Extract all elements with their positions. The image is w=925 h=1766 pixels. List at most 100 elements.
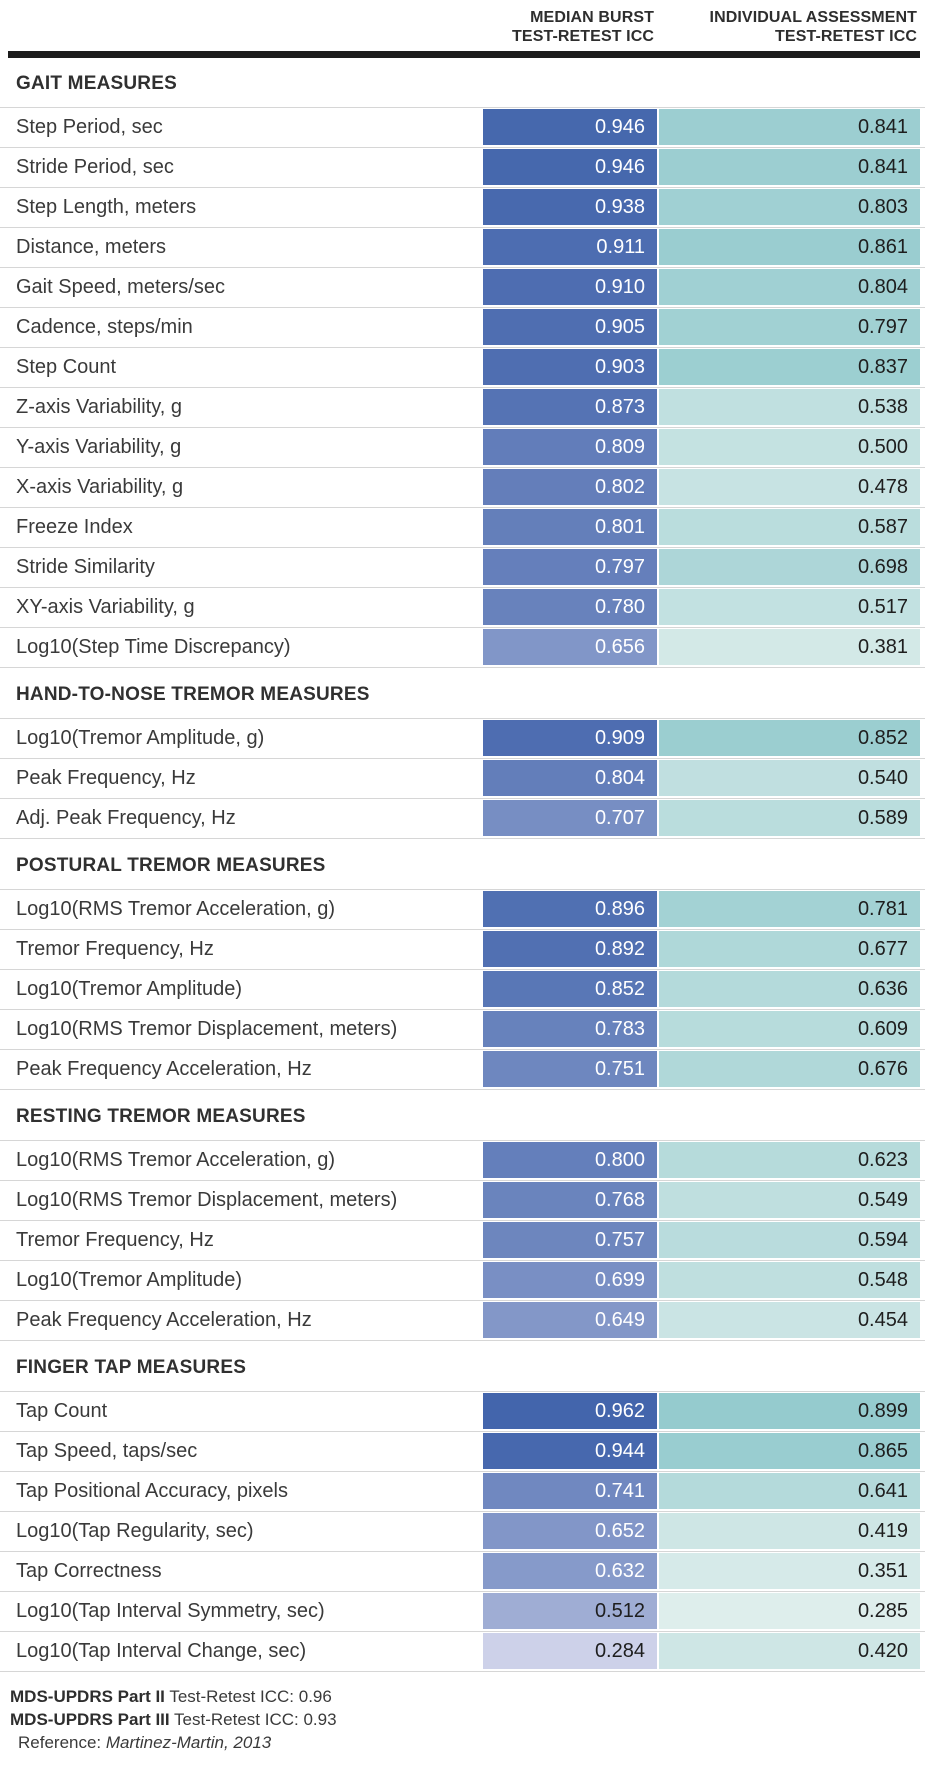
individual-assessment-icc-cell: 0.841 bbox=[657, 149, 920, 185]
row-label: Log10(Tremor Amplitude, g) bbox=[16, 727, 265, 749]
row-label: Log10(RMS Tremor Displacement, meters) bbox=[16, 1189, 398, 1211]
median-burst-icc-cell: 0.852 bbox=[483, 971, 657, 1007]
individual-assessment-icc-cell: 0.676 bbox=[657, 1051, 920, 1087]
median-burst-icc-cell: 0.768 bbox=[483, 1182, 657, 1218]
row-label: Tap Positional Accuracy, pixels bbox=[16, 1480, 288, 1502]
footer-part2-bold: MDS-UPDRS Part II bbox=[10, 1687, 165, 1706]
median-burst-icc-cell: 0.809 bbox=[483, 429, 657, 465]
table-row: Y-axis Variability, g 0.809 0.500 bbox=[0, 429, 925, 468]
row-label: Log10(RMS Tremor Acceleration, g) bbox=[16, 1149, 336, 1171]
table-row: Tap Count 0.962 0.899 bbox=[0, 1393, 925, 1432]
individual-assessment-icc-cell: 0.549 bbox=[657, 1182, 920, 1218]
median-burst-icc-cell: 0.873 bbox=[483, 389, 657, 425]
column-header-individual-line1: INDIVIDUAL ASSESSMENT bbox=[709, 9, 917, 26]
table-row: Z-axis Variability, g 0.873 0.538 bbox=[0, 389, 925, 428]
table-row: Peak Frequency Acceleration, Hz 0.751 0.67… bbox=[0, 1051, 925, 1090]
footer-reference: Reference: Martinez-Martin, 2013 bbox=[10, 1731, 925, 1754]
median-burst-icc-cell: 0.911 bbox=[483, 229, 657, 265]
row-label: Peak Frequency Acceleration, Hz bbox=[16, 1058, 312, 1080]
individual-assessment-icc-cell: 0.804 bbox=[657, 269, 920, 305]
footer-reference-label: Reference: bbox=[18, 1733, 106, 1752]
median-burst-icc-cell: 0.632 bbox=[483, 1553, 657, 1589]
median-burst-icc-cell: 0.946 bbox=[483, 149, 657, 185]
individual-assessment-icc-cell: 0.841 bbox=[657, 109, 920, 145]
table-row: X-axis Variability, g 0.802 0.478 bbox=[0, 469, 925, 508]
table-row: Tremor Frequency, Hz 0.757 0.594 bbox=[0, 1222, 925, 1261]
column-header-median-burst-line1: MEDIAN BURST bbox=[530, 9, 654, 26]
median-burst-icc-cell: 0.938 bbox=[483, 189, 657, 225]
section-title: POSTURAL TREMOR MEASURES bbox=[0, 840, 925, 890]
table-row: Adj. Peak Frequency, Hz 0.707 0.589 bbox=[0, 800, 925, 839]
individual-assessment-icc-cell: 0.351 bbox=[657, 1553, 920, 1589]
section-title: RESTING TREMOR MEASURES bbox=[0, 1091, 925, 1141]
section-title: FINGER TAP MEASURES bbox=[0, 1342, 925, 1392]
individual-assessment-icc-cell: 0.587 bbox=[657, 509, 920, 545]
row-label: Stride Similarity bbox=[16, 556, 155, 578]
median-burst-icc-cell: 0.707 bbox=[483, 800, 657, 836]
footer-part2-rest: Test-Retest ICC: 0.96 bbox=[164, 1687, 332, 1706]
footer-part3-rest: Test-Retest ICC: 0.93 bbox=[169, 1710, 337, 1729]
row-label: XY-axis Variability, g bbox=[16, 596, 195, 618]
individual-assessment-icc-cell: 0.540 bbox=[657, 760, 920, 796]
column-header-individual-assessment: INDIVIDUAL ASSESSMENT TEST-RETEST ICC bbox=[657, 8, 920, 46]
median-burst-icc-cell: 0.909 bbox=[483, 720, 657, 756]
row-label: Log10(Tap Interval Change, sec) bbox=[16, 1640, 307, 1662]
individual-assessment-icc-cell: 0.381 bbox=[657, 629, 920, 665]
table-row: Freeze Index 0.801 0.587 bbox=[0, 509, 925, 548]
individual-assessment-icc-cell: 0.454 bbox=[657, 1302, 920, 1338]
individual-assessment-icc-cell: 0.500 bbox=[657, 429, 920, 465]
footer-part3-bold: MDS-UPDRS Part III bbox=[10, 1710, 170, 1729]
row-label: Tap Count bbox=[16, 1400, 108, 1422]
median-burst-icc-cell: 0.946 bbox=[483, 109, 657, 145]
table-row: Log10(Tremor Amplitude) 0.699 0.548 bbox=[0, 1262, 925, 1301]
footer-line-updrs-part2: MDS-UPDRS Part II Test-Retest ICC: 0.96 bbox=[10, 1685, 925, 1708]
median-burst-icc-cell: 0.892 bbox=[483, 931, 657, 967]
table-row: Log10(RMS Tremor Displacement, meters) 0.… bbox=[0, 1011, 925, 1050]
individual-assessment-icc-cell: 0.517 bbox=[657, 589, 920, 625]
row-label: Tremor Frequency, Hz bbox=[16, 938, 214, 960]
row-label: Distance, meters bbox=[16, 236, 167, 258]
median-burst-icc-cell: 0.944 bbox=[483, 1433, 657, 1469]
table-row: Tap Speed, taps/sec 0.944 0.865 bbox=[0, 1433, 925, 1472]
table-body: GAIT MEASURES Step Period, sec 0.946 0.841 S… bbox=[0, 58, 925, 1672]
individual-assessment-icc-cell: 0.861 bbox=[657, 229, 920, 265]
table-row: Step Length, meters 0.938 0.803 bbox=[0, 189, 925, 228]
individual-assessment-icc-cell: 0.419 bbox=[657, 1513, 920, 1549]
median-burst-icc-cell: 0.797 bbox=[483, 549, 657, 585]
individual-assessment-icc-cell: 0.803 bbox=[657, 189, 920, 225]
section-title: GAIT MEASURES bbox=[0, 58, 925, 108]
table-row: Tap Positional Accuracy, pixels 0.741 0.64… bbox=[0, 1473, 925, 1512]
row-label: Log10(RMS Tremor Displacement, meters) bbox=[16, 1018, 398, 1040]
table-row: Tremor Frequency, Hz 0.892 0.677 bbox=[0, 931, 925, 970]
individual-assessment-icc-cell: 0.589 bbox=[657, 800, 920, 836]
row-label: Gait Speed, meters/sec bbox=[16, 276, 225, 298]
individual-assessment-icc-cell: 0.623 bbox=[657, 1142, 920, 1178]
table-row: Log10(RMS Tremor Displacement, meters) 0.… bbox=[0, 1182, 925, 1221]
row-label: Log10(Step Time Discrepancy) bbox=[16, 636, 291, 658]
row-label: Step Count bbox=[16, 356, 117, 378]
individual-assessment-icc-cell: 0.899 bbox=[657, 1393, 920, 1429]
individual-assessment-icc-cell: 0.698 bbox=[657, 549, 920, 585]
median-burst-icc-cell: 0.962 bbox=[483, 1393, 657, 1429]
table-row: Log10(RMS Tremor Acceleration, g) 0.896 0.… bbox=[0, 891, 925, 930]
row-label: Z-axis Variability, g bbox=[16, 396, 182, 418]
median-burst-icc-cell: 0.804 bbox=[483, 760, 657, 796]
median-burst-icc-cell: 0.757 bbox=[483, 1222, 657, 1258]
section-title: HAND-TO-NOSE TREMOR MEASURES bbox=[0, 669, 925, 719]
table-row: Stride Period, sec 0.946 0.841 bbox=[0, 149, 925, 188]
median-burst-icc-cell: 0.802 bbox=[483, 469, 657, 505]
median-burst-icc-cell: 0.652 bbox=[483, 1513, 657, 1549]
row-label: Tremor Frequency, Hz bbox=[16, 1229, 214, 1251]
row-label: Step Period, sec bbox=[16, 116, 163, 138]
individual-assessment-icc-cell: 0.548 bbox=[657, 1262, 920, 1298]
table-row: Step Count 0.903 0.837 bbox=[0, 349, 925, 388]
table-row: Cadence, steps/min 0.905 0.797 bbox=[0, 309, 925, 348]
individual-assessment-icc-cell: 0.478 bbox=[657, 469, 920, 505]
row-label: Log10(Tremor Amplitude) bbox=[16, 978, 243, 1000]
individual-assessment-icc-cell: 0.797 bbox=[657, 309, 920, 345]
table-row: XY-axis Variability, g 0.780 0.517 bbox=[0, 589, 925, 628]
median-burst-icc-cell: 0.801 bbox=[483, 509, 657, 545]
median-burst-icc-cell: 0.783 bbox=[483, 1011, 657, 1047]
individual-assessment-icc-cell: 0.594 bbox=[657, 1222, 920, 1258]
